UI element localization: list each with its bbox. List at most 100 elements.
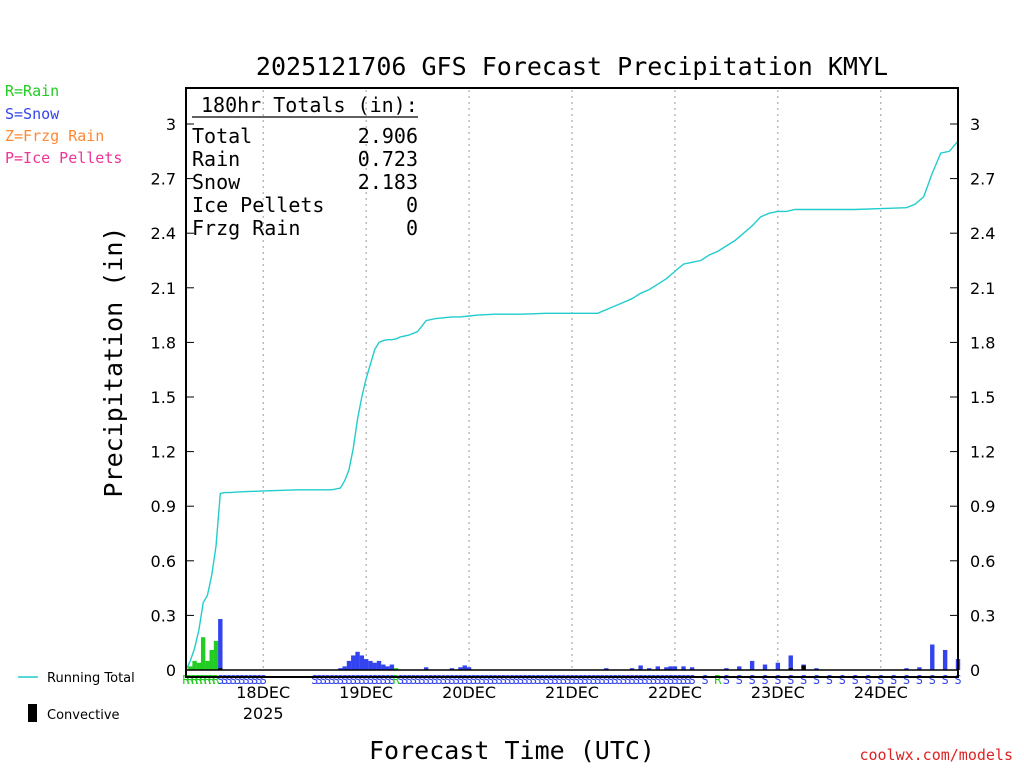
- ptype-snow-102: S: [749, 673, 756, 687]
- totals-label-2: Snow: [192, 170, 241, 194]
- y-tick-label-left-4: 1.2: [151, 443, 176, 462]
- bar-snow-28: [629, 668, 635, 670]
- x-tick-label-6: 24DEC: [854, 683, 908, 702]
- ptype-snow-3: S: [230, 673, 237, 687]
- running-total-line: [185, 140, 959, 671]
- bar-snow-42: [788, 655, 793, 670]
- totals-value-0: 2.906: [358, 124, 418, 148]
- x-tick-label-3: 21DEC: [545, 683, 599, 702]
- bar-snow-22: [423, 667, 429, 670]
- ptype-snow-12: S: [315, 673, 322, 687]
- ptype-snow-91: S: [658, 673, 665, 687]
- ptype-snow-60: S: [525, 673, 532, 687]
- bar-snow-16: [372, 662, 377, 670]
- ptype-snow-66: S: [551, 673, 558, 687]
- ptype-snow-31: S: [401, 673, 408, 687]
- ptype-snow-97: S: [684, 673, 691, 687]
- y-axis-label: Precipitation (in): [99, 227, 128, 498]
- ptype-snow-115: S: [916, 673, 923, 687]
- ptype-snow-35: S: [418, 673, 425, 687]
- y-tick-label-right-5: 1.5: [970, 388, 995, 407]
- ptype-snow-16: S: [332, 673, 339, 687]
- ptype-snow-56: S: [508, 673, 515, 687]
- y-tick-label-left-9: 2.7: [151, 170, 176, 189]
- x-tick-label-4: 22DEC: [648, 683, 702, 702]
- ptype-snow-113: S: [890, 673, 897, 687]
- ptype-snow-44: S: [457, 673, 464, 687]
- ptype-snow-96: S: [680, 673, 687, 687]
- y-tick-label-left-8: 2.4: [151, 224, 176, 243]
- ptype-snow-81: S: [616, 673, 623, 687]
- ptype-snow-24: S: [367, 673, 374, 687]
- y-tick-label-left-7: 2.1: [151, 279, 176, 298]
- ptype-snow-76: S: [594, 673, 601, 687]
- bar-snow-13: [359, 655, 365, 670]
- ptype-snow-18: S: [341, 673, 348, 687]
- legend-rain: R=Rain: [5, 82, 59, 100]
- ptype-snow-77: S: [598, 673, 605, 687]
- bar-rain-6: [213, 640, 219, 670]
- ptype-snow-112: S: [877, 673, 884, 687]
- bar-snow-8: [338, 668, 343, 670]
- bar-snow-32: [664, 667, 669, 670]
- ptype-snow-42: S: [448, 673, 455, 687]
- ptype-snow-9: S: [255, 673, 262, 687]
- ptype-snow-10: S: [260, 673, 267, 687]
- bar-snow-12: [355, 651, 360, 670]
- y-tick-label-right-9: 2.7: [970, 170, 995, 189]
- y-tick-label-right-7: 2.1: [970, 279, 995, 298]
- bar-snow-29: [638, 665, 643, 670]
- ptype-snow-36: S: [423, 673, 430, 687]
- ptype-snow-17: S: [337, 673, 344, 687]
- totals-box: 180hr Totals (in): Total 2.906 Rain 0.723 Sn…: [192, 93, 418, 240]
- ptype-snow-72: S: [577, 673, 584, 687]
- legend-ice-pellets: P=Ice Pellets: [5, 149, 122, 167]
- x-tick-label-2: 20DEC: [442, 683, 496, 702]
- ptype-snow-73: S: [581, 673, 588, 687]
- precip-bars: [188, 619, 961, 670]
- bar-rain-4: [205, 660, 210, 670]
- bar-snow-24: [458, 667, 463, 670]
- bar-snow-23: [449, 668, 455, 670]
- bar-snow-47: [930, 644, 935, 670]
- ptype-rain-6: R: [208, 673, 216, 687]
- bar-snow-37: [724, 668, 729, 670]
- ptype-snow-1: S: [221, 673, 228, 687]
- ptype-rain-9: R: [714, 673, 722, 687]
- y-tick-label-left-0: 0: [166, 661, 176, 680]
- ptype-snow-107: S: [813, 673, 820, 687]
- bar-snow-11: [351, 655, 356, 670]
- ptype-snow-69: S: [564, 673, 571, 687]
- totals-label-3: Ice Pellets: [192, 193, 324, 217]
- ptype-snow-20: S: [350, 673, 357, 687]
- convective-bar-1: [788, 668, 793, 670]
- y-tick-label-right-2: 0.6: [970, 552, 995, 571]
- running-total-legend-label: Running Total: [47, 671, 135, 686]
- ptype-snow-33: S: [410, 673, 417, 687]
- totals-value-4: 0: [406, 216, 418, 240]
- ptype-snow-118: S: [954, 673, 961, 687]
- ptype-snow-70: S: [568, 673, 575, 687]
- ptype-snow-80: S: [611, 673, 618, 687]
- x-axis-label: Forecast Time (UTC): [369, 736, 655, 765]
- ptype-snow-37: S: [427, 673, 434, 687]
- y-tick-label-right-1: 0.3: [970, 606, 995, 625]
- bar-snow-35: [681, 666, 686, 670]
- bar-snow-9: [342, 666, 347, 670]
- ptype-snow-100: S: [723, 673, 730, 687]
- convective-legend-swatch: [28, 704, 37, 722]
- bar-snow-20: [389, 664, 395, 670]
- ptype-snow-0: S: [217, 673, 224, 687]
- y-tick-label-right-4: 1.2: [970, 443, 995, 462]
- ptype-snow-5: S: [238, 673, 245, 687]
- bar-snow-31: [655, 666, 660, 670]
- ptype-snow-28: S: [384, 673, 391, 687]
- bar-snow-44: [814, 668, 819, 670]
- bar-rain-1: [192, 660, 197, 670]
- ptype-snow-108: S: [826, 673, 833, 687]
- ptype-snow-52: S: [491, 673, 498, 687]
- ptype-snow-68: S: [560, 673, 567, 687]
- ptype-snow-74: S: [586, 673, 593, 687]
- ptype-snow-8: S: [251, 673, 258, 687]
- x-tick-label-0: 18DEC: [236, 683, 290, 702]
